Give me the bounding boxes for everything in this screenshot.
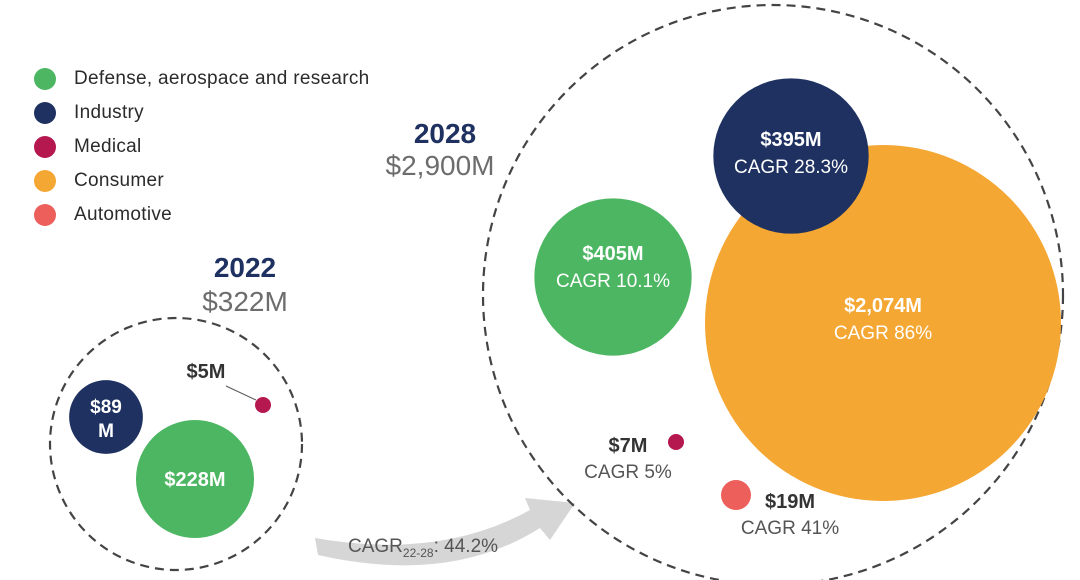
growth-arrow-label-prefix: CAGR [348,536,403,557]
value-label-industry-cont: M [98,421,114,442]
bubble-1-industry [713,78,869,234]
legend-label: Consumer [74,170,165,191]
legend-label: Medical [74,136,142,157]
growth-arrow-label-sub: 22-28 [403,546,434,560]
legend-swatch-icon [34,170,56,192]
growth-arrow-shape [315,498,575,566]
growth-arrow: CAGR22-28: 44.2% [315,498,575,566]
legend: Defense, aerospace and research Industry… [34,62,370,232]
cagr-label-automotive: CAGR 41% [741,518,839,539]
legend-label: Automotive [74,204,173,225]
cagr-label-medical: CAGR 5% [584,462,672,483]
legend-item-consumer: Consumer [34,164,370,198]
year-2022-title: 2022 [213,252,277,283]
leader-line-medical [225,385,257,401]
legend-label: Industry [74,102,144,123]
bubble-1-consumer [705,145,1061,501]
enclosure-2022 [48,316,304,572]
value-label-industry: $395M [760,129,821,151]
legend-swatch-icon [34,68,56,90]
growth-arrow-label: CAGR22-28: 44.2% [348,536,498,560]
total-2022: $322M [202,286,288,317]
legend-item-defense: Defense, aerospace and research [34,62,370,96]
bubble-1-defense [534,198,692,356]
bubbles: $228M $89 M $5M $405M CAGR 10.1% $395M CAGR 28.… [48,3,1065,580]
growth-arrow-label-suffix: : 44.2% [434,536,499,557]
bubble-0-medical [255,397,271,413]
legend-swatch-icon [34,102,56,124]
value-label-automotive: $19M [765,491,815,513]
total-2028: $2,900M [385,150,495,181]
legend-swatch-icon [34,136,56,158]
cagr-label-defense: CAGR 10.1% [556,271,670,292]
bubble-1-automotive [721,480,751,510]
value-label-defense: $405M [582,243,643,265]
legend-item-medical: Medical [34,130,370,164]
legend-item-automotive: Automotive [34,198,370,232]
enclosure-2028 [481,3,1065,580]
value-label-medical: $5M [187,361,226,383]
legend-swatch-icon [34,204,56,226]
value-label-consumer: $2,074M [844,295,922,317]
value-label-industry: $89 [90,397,122,418]
year-2028-title: 2028 [413,118,477,149]
value-label-medical: $7M [609,435,648,457]
bubble-0-defense [135,419,255,539]
legend-label: Defense, aerospace and research [74,68,370,89]
legend-item-industry: Industry [34,96,370,130]
bubble-1-medical [668,434,684,450]
cagr-label-consumer: CAGR 86% [834,323,932,344]
cagr-label-industry: CAGR 28.3% [734,157,848,178]
bubble-0-industry [69,380,143,454]
value-label-defense: $228M [164,469,225,491]
